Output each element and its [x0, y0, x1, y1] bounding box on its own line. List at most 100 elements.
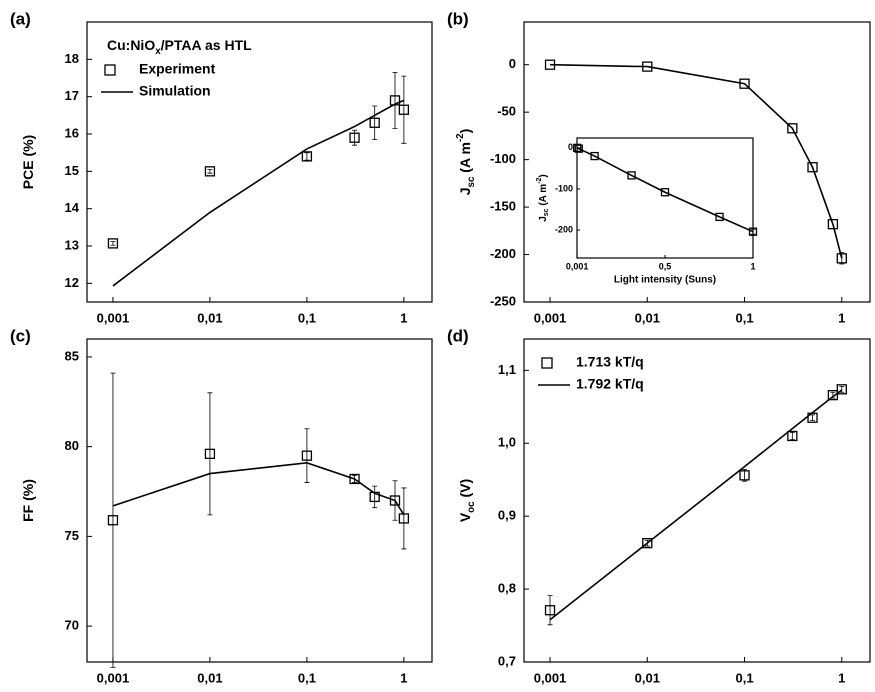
y-axis-label: Jsc (A m-2) [455, 129, 477, 196]
y-tick-label: 15 [65, 163, 79, 178]
legend-swatch [104, 64, 116, 76]
text-part: (A m [457, 142, 473, 176]
marker [739, 470, 750, 481]
text-part: -2 [536, 177, 543, 183]
error-bar [372, 105, 378, 140]
y-tick-label: 1,1 [498, 362, 516, 377]
marker [827, 389, 839, 401]
text-part: PCE (%) [20, 135, 36, 189]
y-tick-label: 17 [65, 88, 79, 103]
marker [544, 605, 556, 616]
plot-frame [86, 338, 433, 663]
marker [107, 238, 119, 249]
text-part: sc [543, 208, 550, 216]
legend-label: Simulation [139, 83, 211, 99]
legend-label: 1.713 kT/q [576, 354, 644, 370]
y-tick-label: 18 [65, 51, 79, 66]
x-tick-label: 0,001 [566, 261, 589, 271]
text-part: (V) [457, 479, 473, 502]
text-part: ) [457, 129, 473, 134]
series-line [550, 63, 843, 259]
y-axis-label: Voc (V) [457, 479, 477, 522]
plot-frame [576, 137, 754, 259]
x-tick-label: 0,001 [97, 310, 130, 325]
text-part: /PTAA as HTL [161, 37, 252, 53]
error-bar [110, 372, 116, 668]
marker [204, 448, 216, 459]
x-tick-label: 1 [750, 261, 755, 271]
y-tick-label: 0,7 [498, 653, 516, 668]
y-tick-label: -100 [490, 151, 516, 166]
x-tick-label: 0,1 [735, 670, 753, 685]
series-line [549, 389, 843, 621]
error-bar [304, 428, 310, 483]
x-tick-label: 1 [838, 670, 845, 685]
marker [349, 473, 360, 485]
text-part: (A m [538, 184, 549, 209]
marker [827, 219, 839, 230]
marker [301, 450, 313, 461]
error-bar [304, 152, 310, 161]
series-line [112, 462, 405, 516]
marker [715, 212, 724, 222]
text-part: oc [466, 501, 477, 513]
x-tick-label: 0,1 [298, 310, 316, 325]
error-bar [789, 431, 795, 441]
marker [787, 123, 798, 134]
text-part: ) [538, 174, 549, 177]
x-tick-label: 0,5 [659, 261, 672, 271]
y-tick-label: 14 [65, 200, 80, 215]
y-tick-label: 85 [65, 348, 79, 363]
legend-swatch [541, 357, 553, 369]
y-tick-label: 12 [65, 275, 79, 290]
error-bar [110, 241, 116, 246]
x-tick-label: 0,001 [97, 670, 130, 685]
panel-label: (c) [10, 326, 31, 345]
panel-label: (d) [447, 326, 469, 345]
text-part: -2 [455, 133, 466, 142]
marker [398, 104, 410, 115]
x-tick-label: 1 [400, 310, 407, 325]
x-tick-label: 1 [838, 310, 845, 325]
y-axis-label: Jsc (A m-2) [536, 174, 550, 222]
marker [627, 171, 636, 180]
text-part: J [538, 216, 549, 222]
y-axis-label: FF (%) [20, 479, 36, 522]
error-bar [207, 169, 213, 174]
x-tick-label: 0,01 [197, 670, 222, 685]
x-tick-label: 0,01 [197, 310, 222, 325]
y-tick-label: 1,0 [498, 435, 516, 450]
error-bar [401, 487, 407, 550]
plot-frame [523, 338, 871, 663]
y-tick-label: -50 [497, 104, 516, 119]
legend-title: Cu:NiOx/PTAA as HTL [107, 37, 252, 57]
y-tick-label: 0 [509, 56, 516, 71]
text-part: V [457, 512, 473, 522]
series-line [576, 147, 754, 233]
y-tick-label: 0,9 [498, 508, 516, 523]
plot-frame [86, 21, 433, 303]
marker [389, 495, 401, 506]
error-bar [547, 595, 553, 626]
legend-label: Experiment [139, 61, 216, 77]
y-axis-label: PCE (%) [20, 135, 36, 189]
y-tick-label: -200 [555, 224, 573, 234]
marker [787, 430, 798, 442]
y-tick-label: 16 [65, 125, 79, 140]
panel-label: (a) [10, 9, 31, 28]
error-bar [401, 75, 407, 144]
x-tick-label: 0,01 [635, 670, 660, 685]
x-tick-label: 0,01 [635, 310, 660, 325]
x-tick-label: 1 [400, 670, 407, 685]
marker [574, 144, 583, 153]
error-bar [372, 485, 378, 509]
marker [807, 162, 818, 173]
marker [642, 538, 653, 549]
y-tick-label: 13 [65, 237, 79, 252]
y-tick-label: -150 [490, 199, 516, 214]
marker [836, 253, 847, 264]
panel-label: (b) [447, 9, 469, 28]
text-part: Cu:NiO [107, 37, 155, 53]
y-tick-label: 80 [65, 438, 79, 453]
